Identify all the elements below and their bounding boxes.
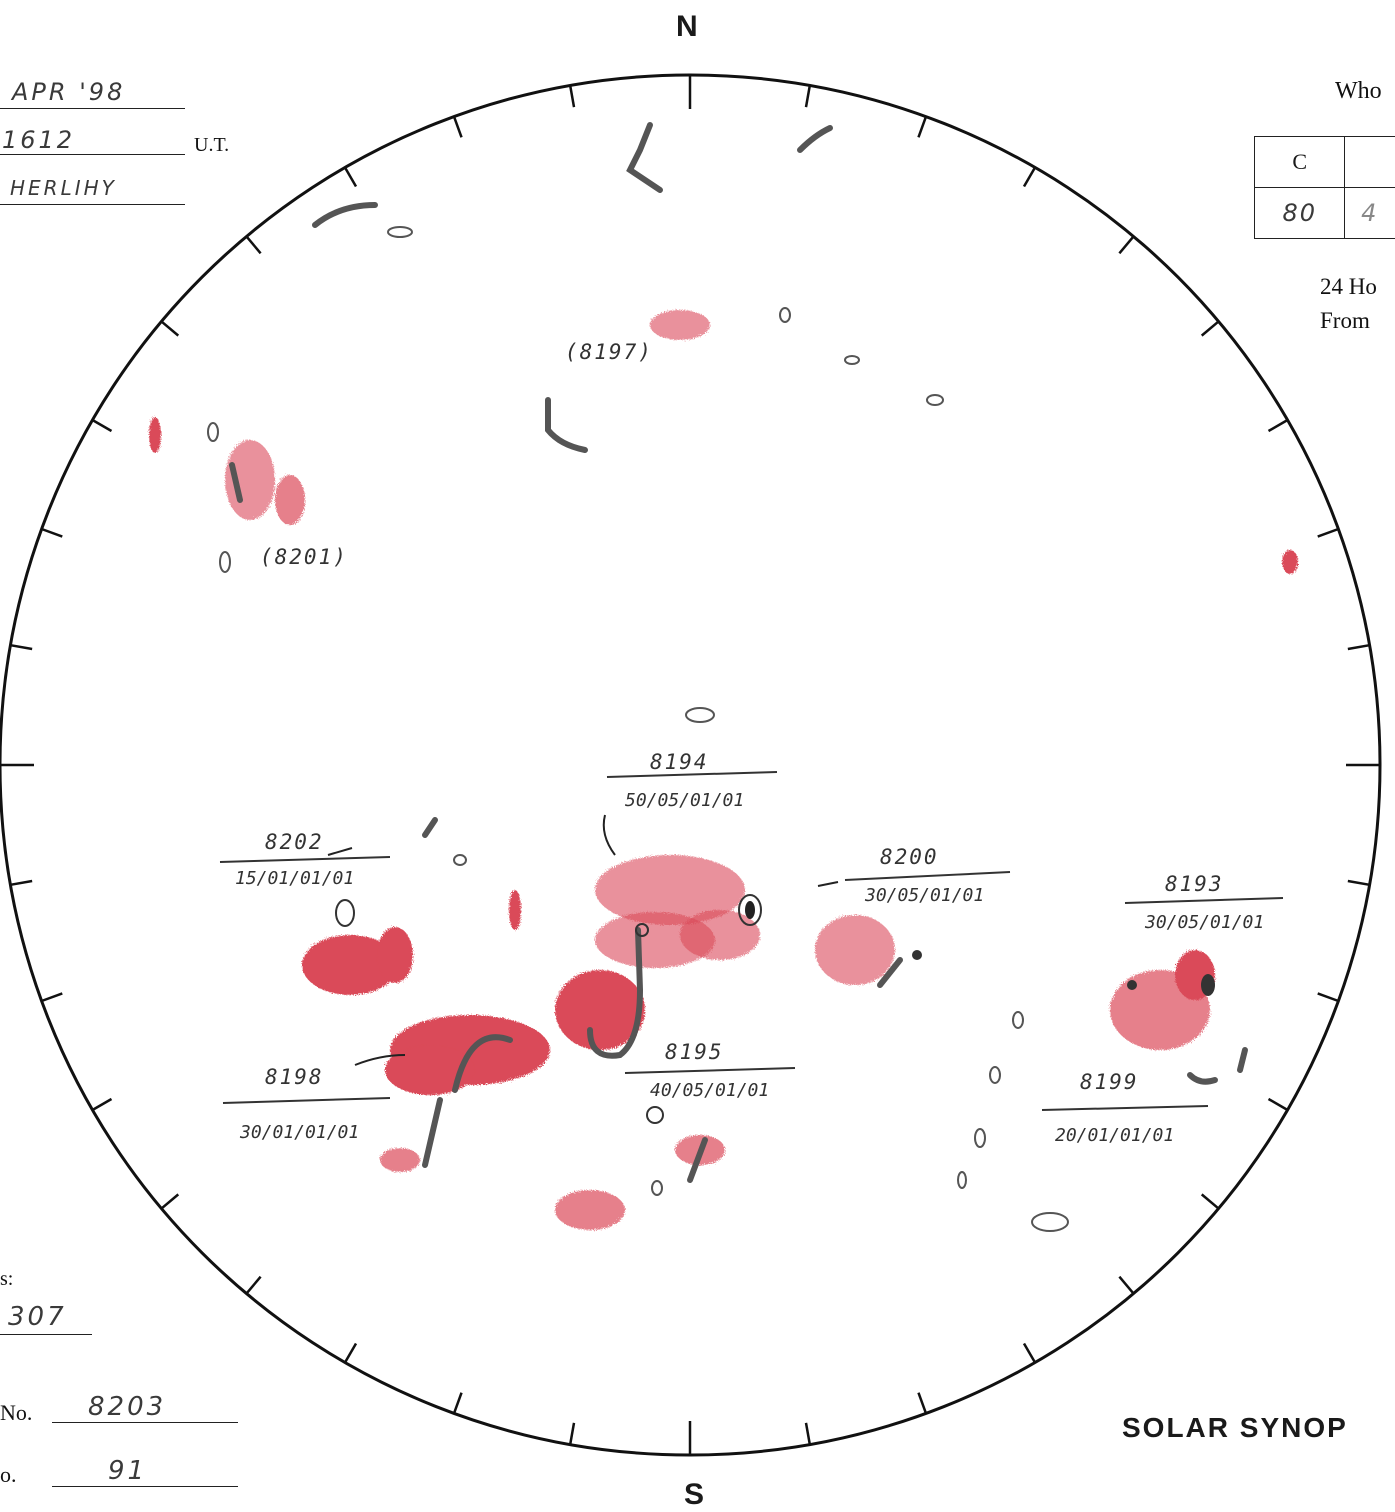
limb-tick <box>91 1097 113 1112</box>
limb-tick <box>160 1193 180 1210</box>
region-8197-label: (8197) <box>565 340 653 364</box>
region-8201-label: (8201) <box>260 545 348 569</box>
field-c-value: 91 <box>52 1456 238 1487</box>
note-line-1: 24 Ho <box>1320 274 1377 299</box>
region-8198-code: 30/01/01/01 <box>240 1122 360 1143</box>
region-8199-code: 20/01/01/01 <box>1055 1125 1175 1146</box>
field-b-label: No. <box>0 1400 33 1425</box>
limb-tick <box>245 1275 262 1295</box>
filament-markings <box>229 122 1248 1183</box>
table-value-2: 4 <box>1344 187 1395 239</box>
table-header-c: C <box>1253 136 1346 188</box>
region-8200-code: 30/05/01/01 <box>865 885 985 906</box>
observer-value: HERLIHY <box>10 176 117 200</box>
field-a-text: 307 <box>8 1302 67 1332</box>
limb-tick <box>41 992 63 1003</box>
region-8193-code: 30/05/01/01 <box>1145 912 1265 933</box>
field-a-value: 307 <box>0 1302 92 1335</box>
limb-tick <box>1267 1097 1289 1112</box>
limb-tick <box>1200 1193 1220 1210</box>
limb-tick <box>1022 166 1037 188</box>
limb-tick <box>10 879 33 887</box>
field-c-label: o. <box>0 1462 17 1487</box>
limb-tick <box>568 1422 576 1445</box>
region-8202-label: 8202 <box>265 830 324 854</box>
limb-tick <box>343 1342 358 1364</box>
time-value: 1612 <box>2 126 76 154</box>
field-c-text: 91 <box>108 1456 148 1486</box>
region-8198-label: 8198 <box>265 1065 324 1089</box>
sunspot-markings <box>335 894 1215 1124</box>
limb-tick <box>1118 1275 1135 1295</box>
limb-tick <box>1118 235 1135 255</box>
limb-tick <box>245 235 262 255</box>
limb-tick <box>41 527 63 538</box>
limb-tick <box>343 166 358 188</box>
table-value-c: 80 <box>1253 187 1346 239</box>
footer-title: SOLAR SYNOP <box>1122 1412 1348 1443</box>
region-8199-label: 8199 <box>1080 1070 1139 1094</box>
limb-tick <box>1267 418 1289 433</box>
limb-tick <box>804 1422 812 1445</box>
note-line-2: From <box>1320 308 1370 333</box>
limb-ticks <box>0 75 1380 1455</box>
region-8202-code: 15/01/01/01 <box>235 868 355 889</box>
limb-tick <box>1347 879 1370 887</box>
region-underlines <box>219 771 1284 1111</box>
observer-field: HERLIHY <box>0 176 185 205</box>
region-8195-label: 8195 <box>665 1040 724 1064</box>
limb-tick <box>917 116 928 138</box>
region-8193-label: 8193 <box>1165 872 1224 896</box>
limb-tick <box>1347 643 1370 651</box>
time-field: 1612 <box>0 126 185 155</box>
region-8195-code: 40/05/01/01 <box>650 1080 770 1101</box>
limb-tick <box>1317 527 1339 538</box>
date-value: APR '98 <box>12 78 126 106</box>
south-label: S <box>684 1478 705 1511</box>
region-8194-code: 50/05/01/01 <box>625 790 745 811</box>
limb-tick <box>568 85 576 108</box>
time-unit-label: U.T. <box>194 134 230 156</box>
limb-tick <box>91 418 113 433</box>
field-b-text: 8203 <box>88 1392 167 1422</box>
limb-tick <box>452 116 463 138</box>
table-title: Who <box>1335 78 1382 104</box>
limb-tick <box>10 643 33 651</box>
limb-tick <box>160 320 180 337</box>
small-feature-markings <box>207 226 1069 1232</box>
north-label: N <box>676 10 698 43</box>
region-8200-label: 8200 <box>880 845 939 869</box>
annotation-arrows <box>327 814 839 1066</box>
field-a-label: s: <box>0 1268 14 1290</box>
limb-tick <box>917 1392 928 1414</box>
limb-tick <box>1200 320 1220 337</box>
limb-tick <box>1022 1342 1037 1364</box>
field-b-value: 8203 <box>52 1392 238 1423</box>
limb-tick <box>1317 992 1339 1003</box>
whole-disk-table: C 80 4 <box>1253 136 1395 239</box>
limb-tick <box>452 1392 463 1414</box>
date-field: APR '98 <box>0 78 185 109</box>
region-8194-label: 8194 <box>650 750 709 774</box>
limb-tick <box>804 85 812 108</box>
